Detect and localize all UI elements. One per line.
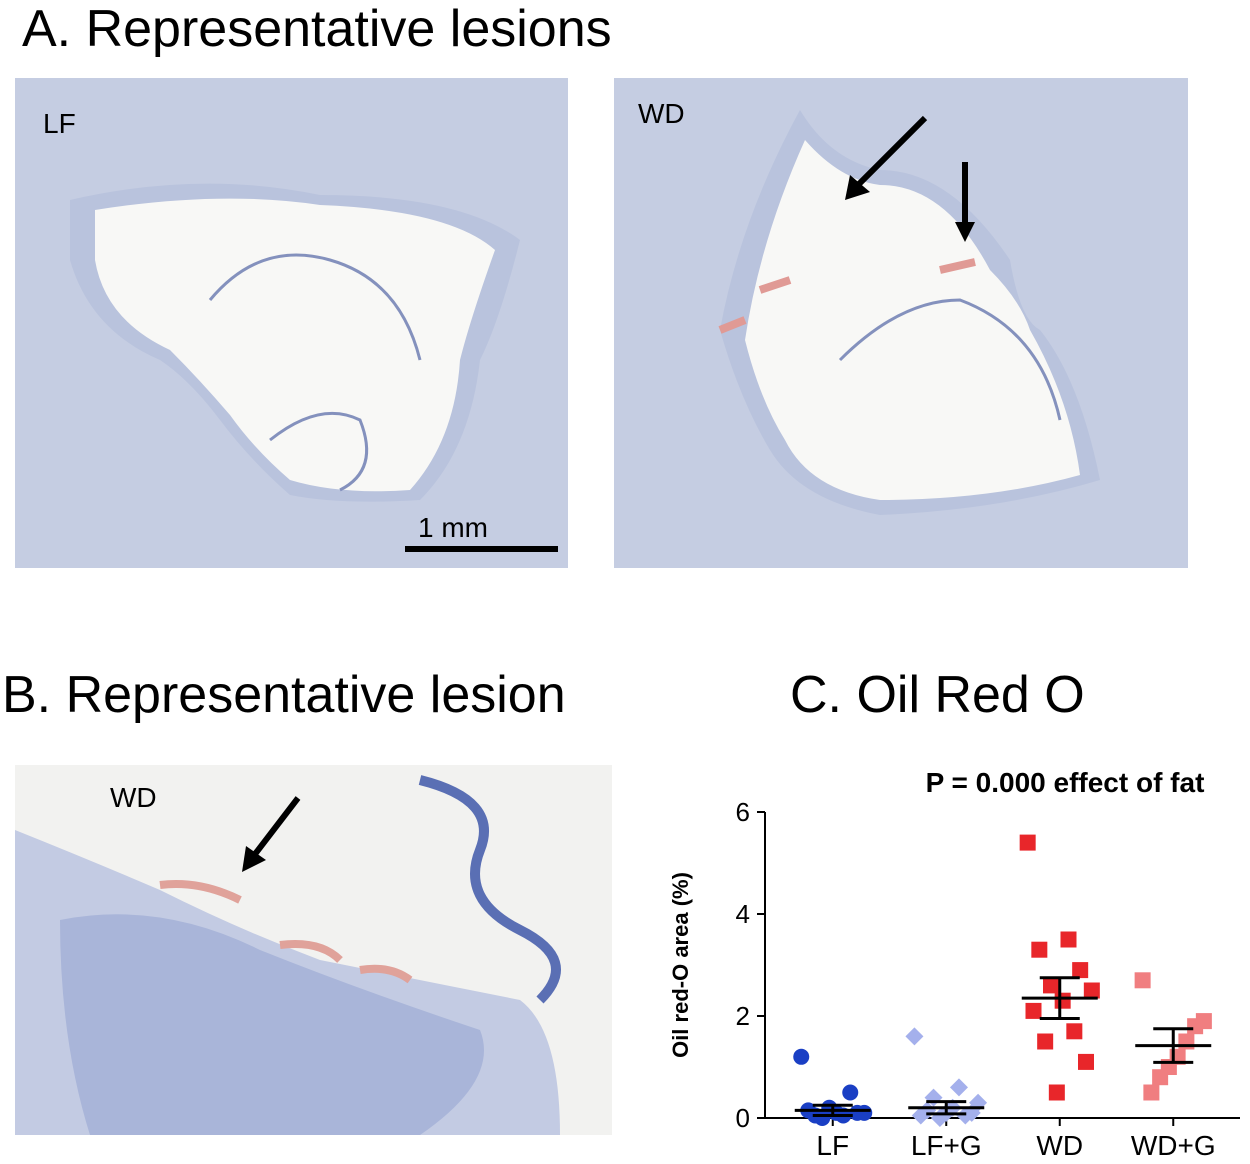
point <box>1178 1033 1195 1050</box>
point <box>1152 1069 1169 1086</box>
y-axis-label: Oil red-O area (%) <box>668 872 693 1058</box>
x-tick-label: LF <box>816 1130 849 1161</box>
panel-b-title: B. Representative lesion <box>2 666 566 724</box>
point <box>1025 1002 1042 1019</box>
point <box>956 1106 975 1125</box>
point <box>842 1084 859 1101</box>
scale-bar-label: 1 mm <box>418 512 488 543</box>
x-tick-label: WD <box>1036 1130 1083 1161</box>
point <box>1060 931 1077 948</box>
histology-wd-zoom <box>15 765 612 1135</box>
lf-label: LF <box>43 108 76 139</box>
point <box>1019 834 1036 851</box>
point <box>1083 982 1100 999</box>
point <box>911 1106 930 1125</box>
point <box>1134 972 1151 989</box>
point <box>1043 977 1059 994</box>
point <box>793 1048 810 1065</box>
y-tick-label: 4 <box>736 899 750 929</box>
point <box>1143 1084 1160 1101</box>
x-tick-label: LF+G <box>911 1130 982 1161</box>
point <box>949 1078 968 1097</box>
wd-label: WD <box>638 98 685 129</box>
histology-lf <box>15 78 568 568</box>
point <box>1031 941 1048 958</box>
y-tick-label: 2 <box>736 1001 750 1031</box>
wd-label-b: WD <box>110 782 157 813</box>
point <box>1037 1033 1054 1050</box>
panel-a-title: A. Representative lesions <box>22 0 612 58</box>
point <box>814 1110 831 1126</box>
histology-wd <box>614 78 1188 568</box>
point <box>1072 962 1089 979</box>
y-tick-label: 0 <box>736 1103 750 1133</box>
y-tick-label: 6 <box>736 797 750 827</box>
point <box>1048 1084 1065 1101</box>
point <box>1054 992 1071 1009</box>
panel-c-title: C. Oil Red O <box>790 666 1085 724</box>
x-tick-label: WD+G <box>1131 1130 1216 1161</box>
point <box>1187 1018 1204 1035</box>
annotation: P = 0.000 effect of fat <box>926 767 1205 798</box>
point <box>856 1104 873 1121</box>
point <box>1066 1023 1083 1040</box>
point <box>1078 1053 1094 1070</box>
point <box>905 1027 924 1046</box>
